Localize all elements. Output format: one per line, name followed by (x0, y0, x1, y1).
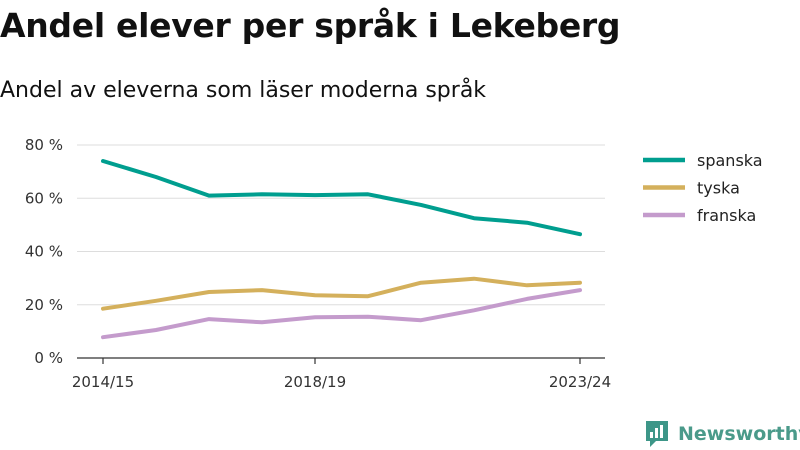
legend-label-tyska: tyska (697, 179, 740, 198)
legend-label-franska: franska (697, 206, 756, 225)
x-tick-label: 2023/24 (549, 373, 611, 391)
chart-subtitle: Andel av eleverna som läser moderna språ… (0, 78, 487, 103)
chart-title: Andel elever per språk i Lekeberg (0, 6, 621, 45)
series-line-spanska (101, 159, 582, 237)
x-axis: 2014/15 2018/19 2023/24 (72, 357, 611, 391)
legend-label-spanska: spanska (697, 151, 763, 170)
series-line-franska (101, 288, 582, 340)
y-tick-label: 80 % (25, 136, 63, 154)
series-line-tyska (101, 276, 582, 311)
brand: Newsworthy (644, 419, 800, 449)
y-tick-label: 60 % (25, 189, 63, 207)
legend: spanska tyska franska (643, 151, 763, 225)
x-tick-label: 2018/19 (284, 373, 346, 391)
brand-name: Newsworthy (678, 423, 800, 445)
y-tick-label: 20 % (25, 296, 63, 314)
y-axis: 0 % 20 % 40 % 60 % 80 % (25, 136, 63, 367)
x-tick-label: 2014/15 (72, 373, 134, 391)
y-tick-label: 40 % (25, 243, 63, 261)
y-tick-label: 0 % (34, 349, 63, 367)
grid-lines (77, 144, 605, 306)
newsworthy-logo-icon (646, 421, 668, 447)
series-lines (101, 159, 582, 340)
